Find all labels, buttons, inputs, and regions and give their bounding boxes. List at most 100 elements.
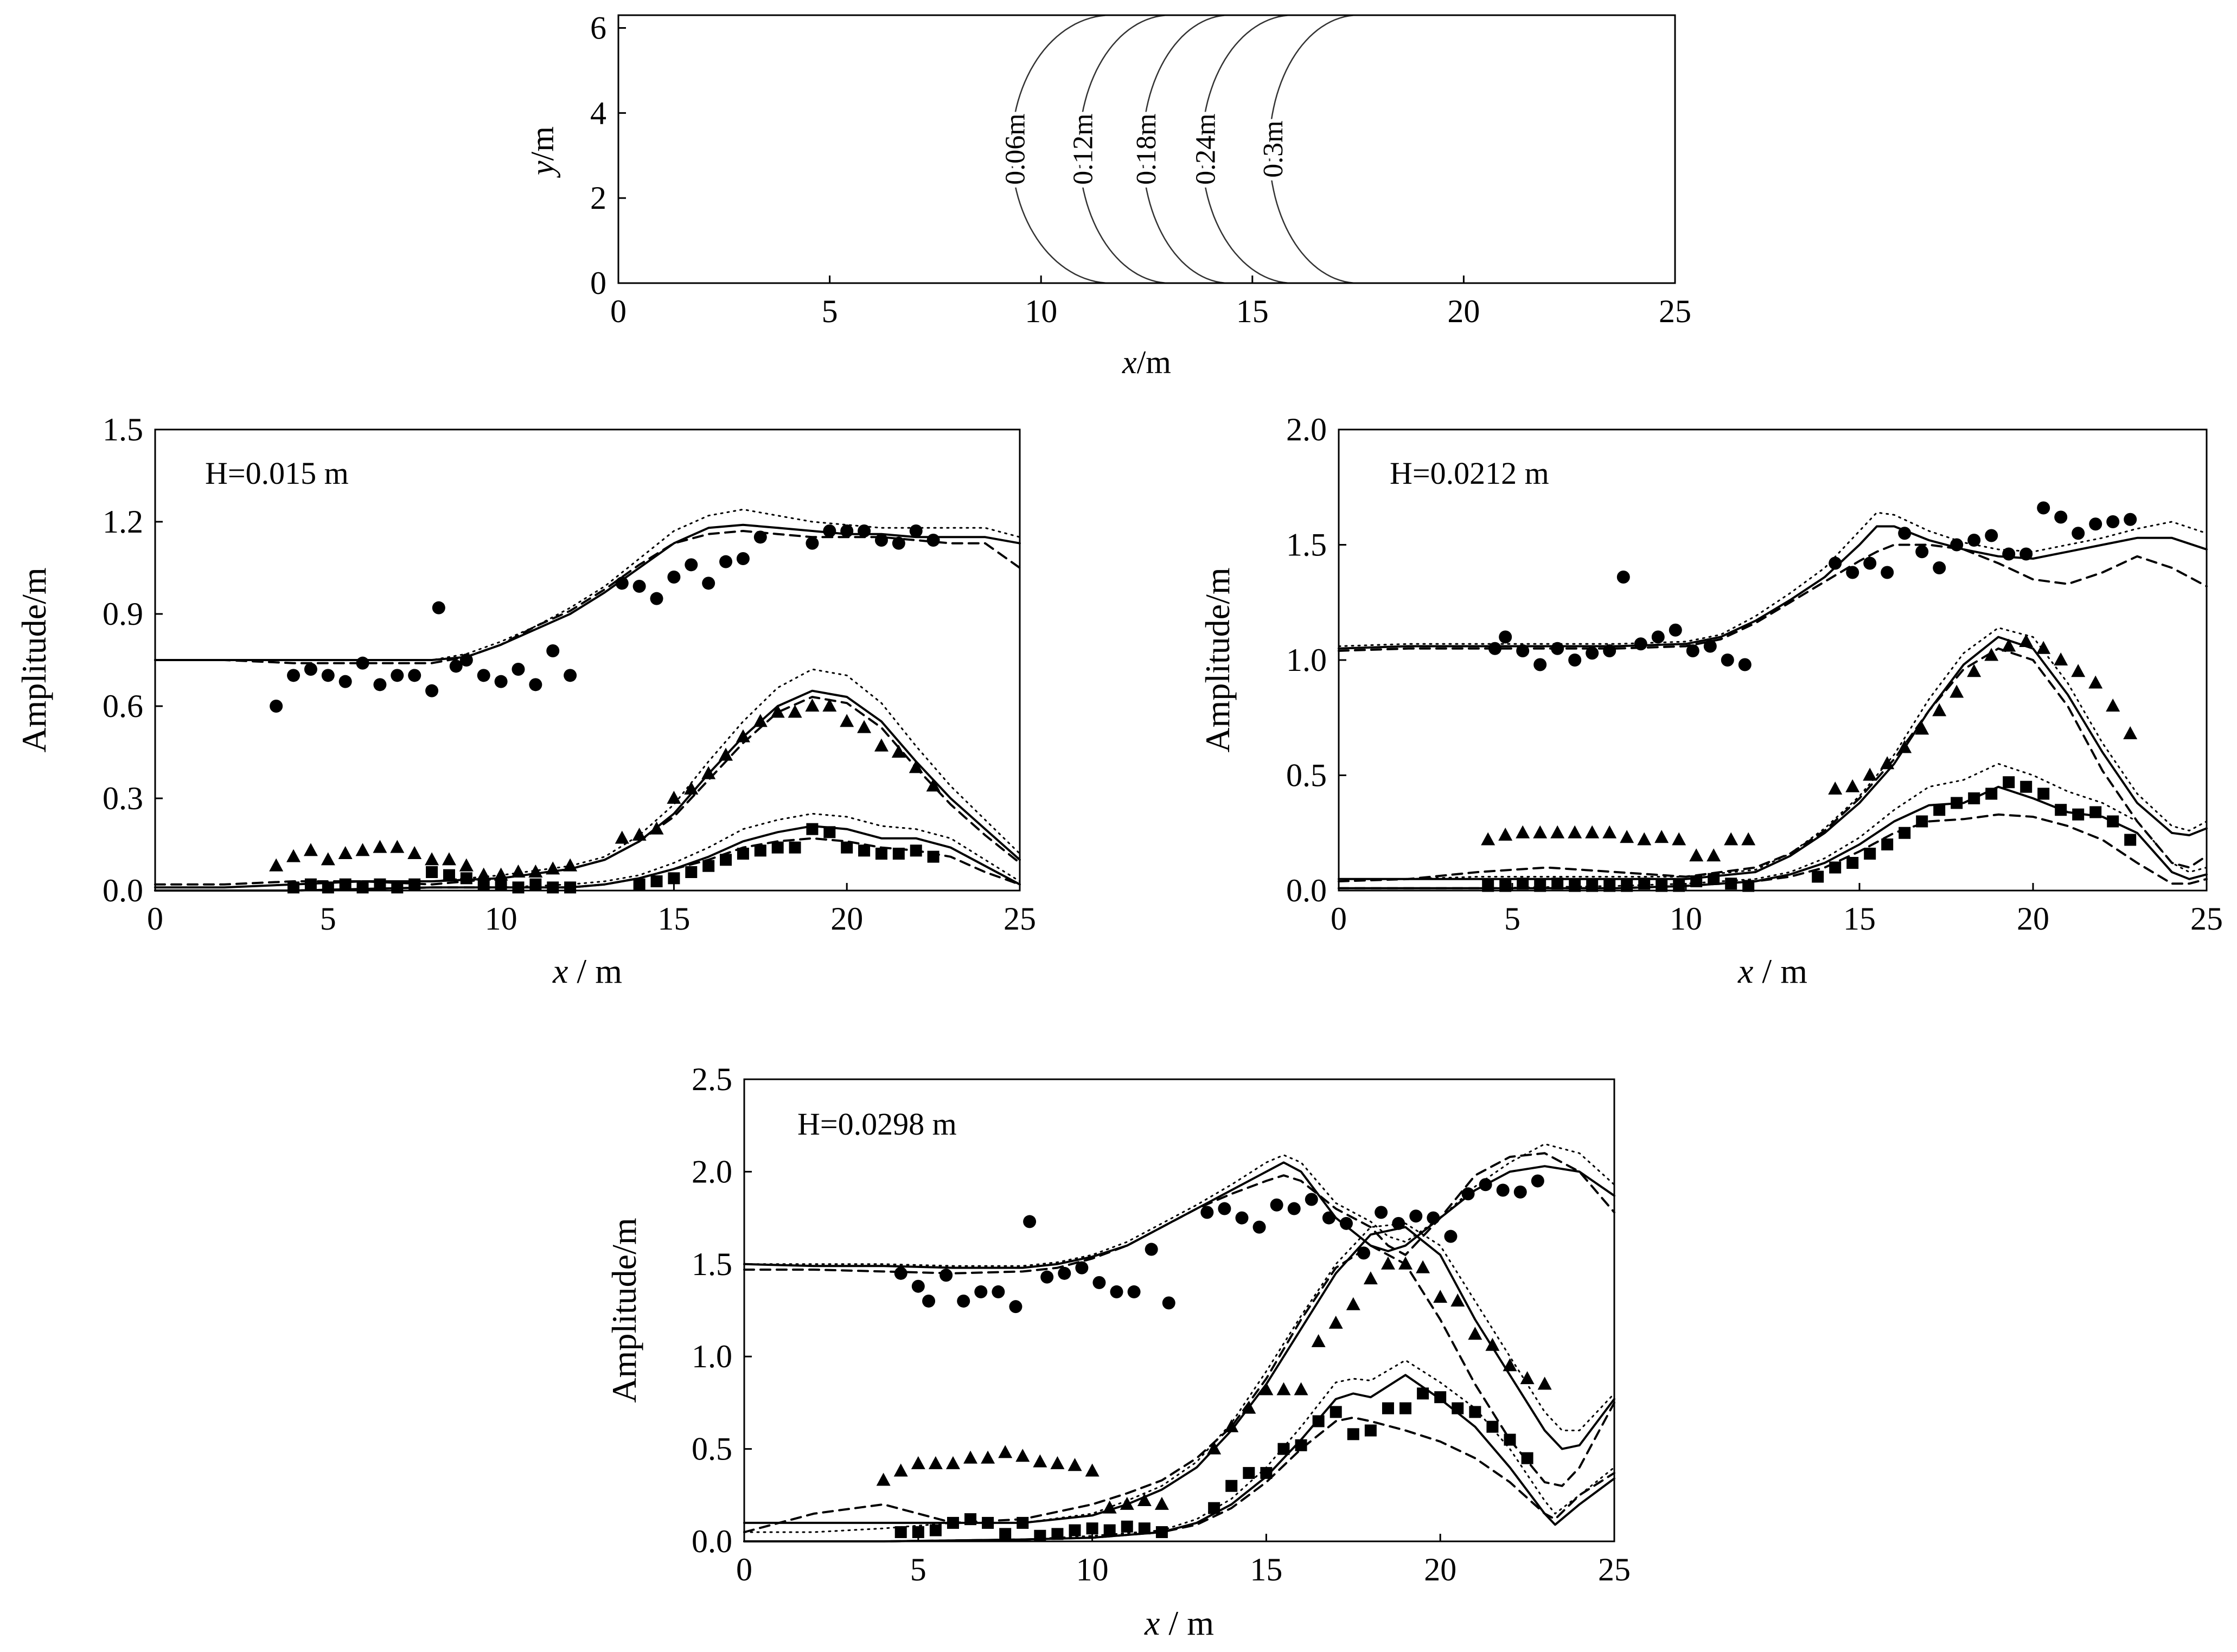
amplitude-chart-h1-second-harmonic-point: [701, 766, 716, 779]
amplitude-chart-h1-first-harmonic-dotted-line: [154, 508, 1021, 661]
amplitude-chart-h2-first-harmonic-point: [1651, 630, 1665, 644]
amplitude-chart-h1-second-harmonic-point: [528, 865, 543, 878]
amplitude-chart-h2-third-harmonic-point: [1951, 797, 1963, 809]
amplitude-chart-h3-first-harmonic-point: [1145, 1243, 1158, 1256]
amplitude-chart-h1-first-harmonic-point: [432, 601, 445, 614]
amplitude-chart-h3-third-harmonic-point: [1486, 1420, 1499, 1433]
amplitude-chart-h1-first-harmonic-point: [874, 534, 888, 547]
amplitude-chart-h2-third-harmonic-point: [2107, 815, 2119, 828]
amplitude-chart-h1-third-harmonic-point: [737, 848, 749, 860]
amplitude-chart-h3-annotation: H=0.0298 m: [797, 1106, 957, 1142]
amplitude-chart-h3-second-harmonic-point: [1259, 1382, 1274, 1395]
amplitude-chart-h1-third-harmonic-point: [287, 881, 300, 894]
amplitude-chart-h2-first-harmonic-point: [1933, 561, 1946, 574]
amplitude-chart-h3-third-harmonic-point: [894, 1526, 907, 1538]
amplitude-chart-h3-second-harmonic-dashed-line: [743, 1244, 1615, 1533]
amplitude-chart-h2-data-layer: [1338, 501, 2208, 892]
amplitude-chart-h1-third-harmonic-point: [927, 850, 939, 863]
amplitude-chart-h1-y-axis-label: Amplitude/m: [15, 567, 53, 752]
amplitude-chart-h1-first-harmonic-point: [650, 592, 663, 605]
amplitude-chart-h1-first-harmonic-point: [615, 577, 629, 590]
amplitude-chart-h1-second-harmonic-point: [476, 867, 491, 881]
amplitude-chart-h3-second-harmonic-point: [1485, 1337, 1500, 1351]
amplitude-chart-h3-second-harmonic-point: [1224, 1419, 1239, 1432]
amplitude-chart-h2-second-harmonic-solid-line: [1338, 636, 2208, 880]
bathymetry-contour-line: [1268, 14, 1358, 284]
amplitude-chart-h2-first-harmonic-point: [1603, 644, 1616, 657]
amplitude-chart-h2-frame: [1338, 428, 2208, 892]
amplitude-chart-h1-first-harmonic-point: [892, 536, 905, 550]
amplitude-chart-h1-x-tick-label: 20: [830, 901, 863, 937]
amplitude-chart-h2-first-harmonic-point: [1846, 566, 1859, 579]
amplitude-chart-h1-second-harmonic-point: [373, 840, 387, 853]
amplitude-chart-h2-third-harmonic-point: [2003, 776, 2015, 789]
amplitude-chart-h3-y-tick-label: 2.0: [692, 1154, 732, 1189]
amplitude-chart-h2-x-tick-label: 5: [1504, 901, 1520, 937]
bathymetry-x-tick-label: 0: [610, 293, 627, 329]
amplitude-chart-h1-third-harmonic-point: [858, 844, 871, 857]
amplitude-chart-h2-third-harmonic-point: [1812, 870, 1824, 883]
amplitude-chart-h2-third-harmonic-point: [1603, 880, 1616, 892]
amplitude-chart-h1-x-axis-label: x / m: [552, 952, 622, 990]
amplitude-chart-h2-third-harmonic-point: [2037, 787, 2050, 800]
amplitude-chart-h2-second-harmonic-point: [1984, 648, 1999, 661]
amplitude-chart-h1-x-tick-label: 15: [657, 901, 690, 937]
amplitude-chart-h2-first-harmonic-point: [2089, 517, 2102, 531]
amplitude-chart-h2-first-harmonic-point: [1686, 644, 1699, 657]
amplitude-chart-h3-x-tick-label: 5: [910, 1552, 926, 1587]
amplitude-chart-h1-third-harmonic-point: [374, 878, 386, 891]
amplitude-chart-h3-first-harmonic-point: [939, 1269, 953, 1282]
amplitude-chart-h3-third-harmonic-point: [912, 1526, 924, 1538]
amplitude-chart-h3-first-harmonic-solid-line: [743, 1161, 1615, 1269]
bathymetry-x-tick-label: 20: [1447, 293, 1480, 329]
amplitude-chart-h2-first-harmonic-point: [2124, 513, 2137, 526]
amplitude-chart-h3-second-harmonic-point: [1520, 1371, 1535, 1385]
amplitude-chart-h2-second-harmonic-point: [2019, 634, 2034, 647]
amplitude-chart-h3-first-harmonic-point: [1218, 1202, 1231, 1215]
amplitude-chart-h3-third-harmonic-point: [1051, 1528, 1064, 1540]
amplitude-chart-h1-frame: [154, 428, 1021, 892]
amplitude-chart-h3-x-tick-label: 10: [1076, 1552, 1109, 1587]
amplitude-chart-h1-first-harmonic-point: [391, 669, 404, 682]
amplitude-chart-h1-third-harmonic-point: [391, 881, 404, 894]
amplitude-chart-h1-second-harmonic-point: [563, 858, 578, 872]
amplitude-chart-h1-third-harmonic-point: [564, 881, 577, 894]
amplitude-chart-h2-first-harmonic-point: [1516, 644, 1530, 657]
amplitude-chart-h3-first-harmonic-point: [1375, 1206, 1388, 1219]
amplitude-chart-h2-third-harmonic-point: [1985, 787, 1998, 800]
amplitude-chart-h3-first-harmonic-point: [1479, 1178, 1492, 1192]
amplitude-chart-h3-third-harmonic-point: [1243, 1467, 1255, 1479]
amplitude-chart-h1-first-harmonic-point: [408, 669, 421, 682]
amplitude-chart-h3-first-harmonic-point: [1444, 1230, 1458, 1243]
amplitude-chart-h1-third-harmonic-point: [789, 841, 801, 854]
amplitude-chart-h1-third-harmonic-point: [754, 844, 766, 857]
bathymetry-contour-label: 0.12m: [1068, 113, 1098, 184]
amplitude-chart-h3-first-harmonic-point: [1513, 1185, 1527, 1199]
amplitude-chart-h2-first-harmonic-point: [1721, 654, 1734, 667]
amplitude-chart-h2-second-harmonic-point: [1950, 684, 1964, 698]
amplitude-chart-h3-first-harmonic-point: [1200, 1206, 1214, 1219]
amplitude-chart-h1-first-harmonic-point: [304, 663, 317, 676]
amplitude-chart-h2-third-harmonic-point: [1551, 878, 1564, 890]
amplitude-chart-h1-third-harmonic-point: [841, 841, 853, 854]
amplitude-chart-h3-x-ticks: 0 5 10 15 20 25: [736, 1534, 1631, 1587]
amplitude-chart-h3-first-harmonic-point: [1496, 1183, 1510, 1197]
bathymetry-x-tick-label: 25: [1659, 293, 1691, 329]
amplitude-chart-h1-third-harmonic-point: [304, 878, 317, 891]
amplitude-chart-h2-third-harmonic-point: [2020, 780, 2033, 793]
amplitude-chart-h2-third-harmonic-point: [1829, 861, 1842, 874]
amplitude-chart-h1-first-harmonic-point: [926, 534, 940, 547]
amplitude-chart-h1-third-harmonic-point: [806, 823, 819, 835]
amplitude-chart-h2-second-harmonic-point: [1741, 832, 1756, 846]
amplitude-chart-h2-x-tick-label: 15: [1843, 901, 1876, 937]
amplitude-chart-h2-first-harmonic-point: [1967, 534, 1981, 547]
amplitude-chart-h1-x-tick-label: 25: [1004, 901, 1036, 937]
amplitude-chart-h1-second-harmonic-point: [822, 699, 837, 712]
amplitude-chart-h3-x-axis-label: x / m: [1144, 1604, 1214, 1642]
amplitude-chart-h2-third-harmonic-point: [1864, 848, 1876, 860]
amplitude-chart-h2-second-harmonic-point: [1481, 832, 1495, 846]
amplitude-chart-h2-third-harmonic-point: [1968, 792, 1980, 804]
amplitude-chart-h3-x-tick-label: 20: [1424, 1552, 1456, 1587]
amplitude-chart-h3-second-harmonic-point: [876, 1472, 891, 1486]
